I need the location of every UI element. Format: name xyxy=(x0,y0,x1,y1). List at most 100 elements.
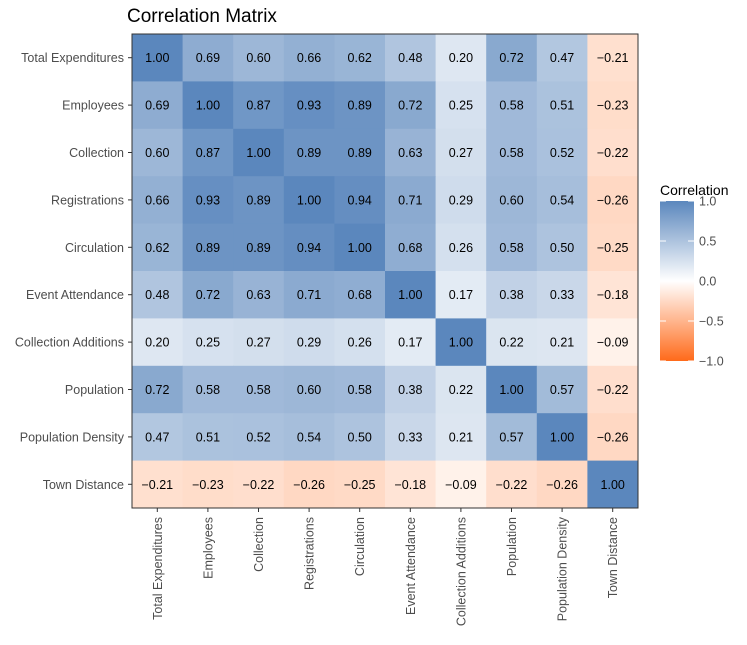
heatmap-cell xyxy=(536,176,588,224)
chart-title: Correlation Matrix xyxy=(127,6,277,27)
cell-value-label: 0.60 xyxy=(297,383,321,397)
heatmap-cell xyxy=(486,271,538,319)
heatmap-cell xyxy=(233,413,285,461)
heatmap-cell xyxy=(132,271,183,319)
cell-value-label: 0.29 xyxy=(449,193,473,207)
cell-value-label: 0.58 xyxy=(499,146,523,160)
cell-value-label: 0.22 xyxy=(449,383,473,397)
cell-value-label: 0.60 xyxy=(145,146,169,160)
cell-value-label: 0.54 xyxy=(297,430,321,444)
heatmap-cell xyxy=(435,223,487,272)
heatmap-cell xyxy=(233,223,285,272)
cell-value-label: 0.33 xyxy=(550,288,574,302)
cell-value-label: −0.25 xyxy=(597,241,629,255)
heatmap-cell xyxy=(435,413,487,461)
heatmap-cell xyxy=(536,223,588,272)
cell-value-label: −0.26 xyxy=(546,478,578,492)
x-tick-label: Collection xyxy=(252,517,266,572)
cell-value-label: 0.21 xyxy=(550,336,574,350)
heatmap-cell xyxy=(536,460,588,509)
cell-value-label: 0.89 xyxy=(297,146,321,160)
legend-tick-label: −0.5 xyxy=(699,315,724,329)
cell-value-label: 0.94 xyxy=(348,193,372,207)
x-axis: Total Expenditures Employees Collection Reg… xyxy=(151,508,620,626)
heatmap-cell xyxy=(486,460,538,509)
cell-value-label: 0.94 xyxy=(297,241,321,255)
heatmap-cell xyxy=(536,413,588,461)
x-tick-label: Registrations xyxy=(303,517,317,590)
heatmap-cell xyxy=(536,365,588,414)
heatmap-cell xyxy=(132,460,183,509)
heatmap-cell xyxy=(233,365,285,414)
cell-value-label: −0.23 xyxy=(192,478,224,492)
heatmap-cell xyxy=(385,271,436,319)
cell-value-label: 0.63 xyxy=(246,288,270,302)
heatmap-cell xyxy=(334,81,386,130)
y-tick-label: Collection xyxy=(69,146,124,160)
heatmap-cell xyxy=(182,176,234,224)
cell-value-label: 0.62 xyxy=(145,241,169,255)
heatmap-cell xyxy=(486,318,538,367)
cell-value-label: 1.00 xyxy=(246,146,270,160)
cell-value-label: 0.38 xyxy=(398,383,422,397)
heatmap-cell xyxy=(283,271,335,319)
heatmap-cell xyxy=(132,34,183,82)
cell-value-label: −0.09 xyxy=(445,478,477,492)
y-tick-label: Population xyxy=(65,383,124,397)
cell-value-label: 0.72 xyxy=(145,383,169,397)
heatmap-cell xyxy=(182,318,234,367)
x-tick-label: Employees xyxy=(201,517,215,579)
heatmap-cell xyxy=(435,176,487,224)
cell-value-label: 0.17 xyxy=(398,336,422,350)
heatmap-cell xyxy=(334,34,386,82)
heatmap-cell xyxy=(132,128,183,177)
heatmap-cell xyxy=(587,460,639,509)
cell-value-label: 1.00 xyxy=(550,430,574,444)
cell-value-label: 0.68 xyxy=(398,241,422,255)
y-tick-label: Collection Additions xyxy=(15,336,124,350)
cell-value-label: 0.89 xyxy=(246,193,270,207)
cell-value-label: 0.26 xyxy=(449,241,473,255)
heatmap-cell xyxy=(486,176,538,224)
heatmap-cell xyxy=(233,271,285,319)
cell-value-label: 0.72 xyxy=(398,99,422,113)
heatmap-cell xyxy=(587,318,639,367)
heatmap-cell xyxy=(486,34,538,82)
heatmap-cell xyxy=(435,271,487,319)
heatmap-cell xyxy=(536,318,588,367)
heatmap-cell xyxy=(283,460,335,509)
cell-value-label: 1.00 xyxy=(348,241,372,255)
cell-value-label: 0.52 xyxy=(246,430,270,444)
heatmap-cell xyxy=(233,176,285,224)
cell-value-label: −0.26 xyxy=(597,193,629,207)
cell-value-label: 0.38 xyxy=(499,288,523,302)
cell-value-label: 0.63 xyxy=(398,146,422,160)
heatmap-cell xyxy=(132,318,183,367)
cell-value-label: 0.51 xyxy=(196,430,220,444)
cell-value-label: 0.71 xyxy=(398,193,422,207)
cell-value-label: 0.58 xyxy=(348,383,372,397)
heatmap-cell xyxy=(334,128,386,177)
heatmap-cell xyxy=(132,413,183,461)
cell-value-label: 0.47 xyxy=(550,51,574,65)
cell-value-label: 1.00 xyxy=(297,193,321,207)
heatmap-cell xyxy=(233,81,285,130)
y-tick-label: Population Density xyxy=(20,430,125,444)
cell-value-label: 0.25 xyxy=(196,336,220,350)
heatmap-cell xyxy=(182,81,234,130)
heatmap-cell xyxy=(334,176,386,224)
cell-value-label: 0.33 xyxy=(398,430,422,444)
cell-value-label: 0.66 xyxy=(145,193,169,207)
heatmap-cell xyxy=(385,128,436,177)
cell-value-label: 0.89 xyxy=(196,241,220,255)
x-tick-label: Collection Additions xyxy=(454,517,468,626)
heatmap-cell xyxy=(385,365,436,414)
cell-value-label: 0.58 xyxy=(499,241,523,255)
heatmap-cell xyxy=(486,128,538,177)
heatmap-cell xyxy=(182,460,234,509)
heatmap-cell xyxy=(587,223,639,272)
heatmap-cell xyxy=(435,318,487,367)
cell-value-label: 1.00 xyxy=(145,51,169,65)
legend-tick-label: 1.0 xyxy=(699,195,716,209)
